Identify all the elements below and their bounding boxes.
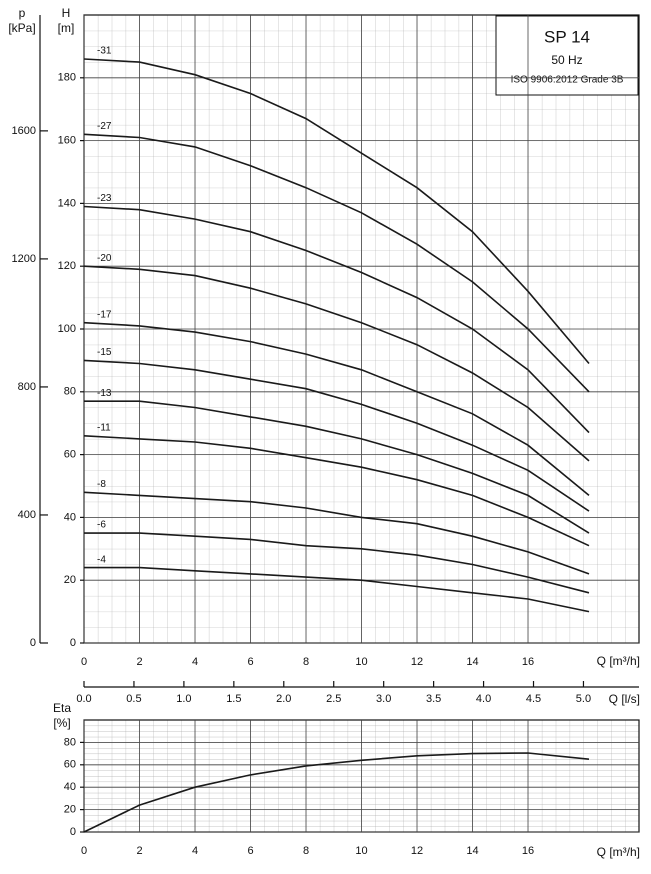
curve bbox=[83, 359, 590, 512]
curve bbox=[83, 133, 590, 393]
y-tick-label: 80 bbox=[64, 386, 76, 398]
y-tick-label: 60 bbox=[64, 759, 76, 771]
x2-tick-label: 2.0 bbox=[276, 693, 291, 705]
x2-tick-label: 1.0 bbox=[176, 693, 191, 705]
x-label: Q [m³/h] bbox=[597, 845, 640, 859]
x-tick-label: 8 bbox=[303, 845, 309, 857]
y2-tick-label: 0 bbox=[30, 637, 36, 649]
x2-tick-label: 5.0 bbox=[576, 693, 591, 705]
y2-tick-label: 800 bbox=[18, 381, 36, 393]
x2-label: Q [l/s] bbox=[609, 692, 640, 706]
y-tick-label: 0 bbox=[70, 637, 76, 649]
x-tick-label: 2 bbox=[136, 845, 142, 857]
curve bbox=[83, 435, 590, 547]
curve-label: -8 bbox=[97, 479, 106, 490]
x-tick-label: 14 bbox=[466, 845, 478, 857]
curve-label: -6 bbox=[97, 520, 106, 531]
h-unit: [m] bbox=[58, 21, 75, 35]
chart-title: SP 14 bbox=[544, 27, 590, 46]
x2-tick-label: 3.5 bbox=[426, 693, 441, 705]
y-tick-label: 20 bbox=[64, 574, 76, 586]
y-tick-label: 80 bbox=[64, 736, 76, 748]
y2-tick-label: 1200 bbox=[12, 253, 36, 265]
y-tick-label: 160 bbox=[58, 135, 76, 147]
y-tick-label: 60 bbox=[64, 449, 76, 461]
y-tick-label: 100 bbox=[58, 323, 76, 335]
y-tick-label: 140 bbox=[58, 197, 76, 209]
x-label: Q [m³/h] bbox=[597, 654, 640, 668]
y-tick-label: 40 bbox=[64, 781, 76, 793]
x-tick-label: 6 bbox=[247, 656, 253, 668]
subtitle: 50 Hz bbox=[551, 53, 582, 67]
x2-tick-label: 0.0 bbox=[76, 693, 91, 705]
curve bbox=[83, 58, 590, 365]
title-box bbox=[495, 15, 639, 96]
curve-label: -31 bbox=[97, 46, 112, 57]
curve-label: -20 bbox=[97, 253, 112, 264]
x-tick-label: 6 bbox=[247, 845, 253, 857]
curve bbox=[84, 566, 590, 613]
x2-tick-label: 3.0 bbox=[376, 693, 391, 705]
x-tick-label: 0 bbox=[81, 845, 87, 857]
y-tick-label: 120 bbox=[58, 260, 76, 272]
x-tick-label: 0 bbox=[81, 656, 87, 668]
x-tick-label: 4 bbox=[192, 845, 198, 857]
curve bbox=[83, 205, 590, 434]
curve-label: -27 bbox=[97, 121, 112, 132]
y2-tick-label: 1600 bbox=[12, 125, 36, 137]
y-tick-label: 40 bbox=[64, 511, 76, 523]
x-tick-label: 2 bbox=[136, 656, 142, 668]
x-tick-label: 16 bbox=[522, 845, 534, 857]
annotation: ISO 9906:2012 Grade 3B bbox=[511, 75, 624, 86]
curve-label: -23 bbox=[97, 193, 112, 204]
curve bbox=[83, 265, 590, 462]
x-tick-label: 10 bbox=[355, 845, 367, 857]
x-tick-label: 10 bbox=[355, 656, 367, 668]
x-tick-label: 14 bbox=[466, 656, 478, 668]
curve bbox=[84, 532, 590, 594]
curve-label: -11 bbox=[97, 422, 111, 433]
x2-tick-label: 0.5 bbox=[126, 693, 141, 705]
curve-label: -17 bbox=[97, 309, 112, 320]
x-tick-label: 16 bbox=[522, 656, 534, 668]
p-label: p bbox=[19, 6, 26, 20]
y-tick-label: 180 bbox=[58, 72, 76, 84]
curve-label: -15 bbox=[97, 347, 112, 358]
curve-label: -4 bbox=[97, 554, 106, 565]
curve bbox=[84, 400, 590, 534]
y-tick-label: 20 bbox=[64, 804, 76, 816]
x-tick-label: 4 bbox=[192, 656, 198, 668]
y-tick-label: 0 bbox=[70, 826, 76, 838]
p-unit: [kPa] bbox=[8, 21, 35, 35]
curve-label: -13 bbox=[97, 388, 112, 399]
h-label: H bbox=[62, 6, 71, 20]
eta-unit: [%] bbox=[53, 716, 70, 730]
curve bbox=[83, 491, 590, 575]
x2-tick-label: 1.5 bbox=[226, 693, 241, 705]
curve bbox=[83, 752, 590, 833]
x-tick-label: 8 bbox=[303, 656, 309, 668]
x2-tick-label: 4.5 bbox=[526, 693, 541, 705]
y2-tick-label: 400 bbox=[18, 509, 36, 521]
x2-tick-label: 2.5 bbox=[326, 693, 341, 705]
x-tick-label: 12 bbox=[411, 845, 423, 857]
x2-tick-label: 4.0 bbox=[476, 693, 491, 705]
x-tick-label: 12 bbox=[411, 656, 423, 668]
eta-label: Eta bbox=[53, 701, 71, 715]
curve bbox=[83, 321, 590, 497]
